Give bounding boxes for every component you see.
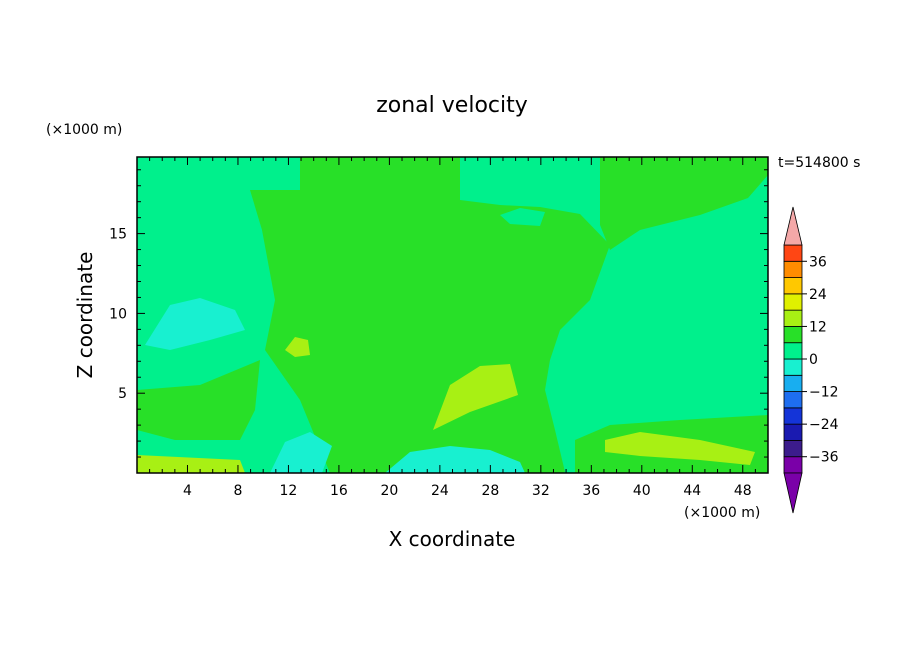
colorbar-swatch	[783, 456, 803, 474]
x-axis-label: X coordinate	[389, 527, 516, 551]
x-unit-label: (×1000 m)	[684, 505, 760, 521]
colorbar-swatch	[783, 358, 803, 376]
colorbar-swatch	[783, 293, 803, 311]
x-tick-label: 24	[431, 483, 449, 499]
colorbar-swatch	[783, 423, 803, 441]
x-tick-label: 44	[683, 483, 701, 499]
region-upper-right-green	[600, 157, 768, 250]
region-central-core	[250, 157, 610, 473]
y-tick-label: 10	[109, 306, 127, 322]
x-tick-label: 12	[280, 483, 298, 499]
colorbar-swatch	[783, 244, 803, 262]
region-upper-island	[500, 208, 545, 226]
colorbar-label: −12	[809, 385, 839, 401]
x-tick-label: 8	[233, 483, 242, 499]
x-tick-label: 36	[582, 483, 600, 499]
x-tick-label: 28	[481, 483, 499, 499]
colorbar-swatch	[783, 277, 803, 295]
colorbar-label: 24	[809, 287, 827, 303]
colorbar-swatch	[783, 407, 803, 425]
y-tick-label: 5	[118, 386, 127, 402]
x-tick-label: 20	[380, 483, 398, 499]
colorbar-low-arrow	[783, 472, 803, 514]
x-axis-ticks: 4 8 12 16 20 24 28 32 36 40 44 48	[149, 157, 756, 499]
colorbar-swatch	[783, 391, 803, 409]
y-unit-label: (×1000 m)	[46, 122, 122, 138]
y-tick-label: 15	[109, 227, 127, 243]
region-negative-lobe-13km	[270, 432, 332, 473]
contour-field	[137, 157, 768, 473]
x-tick-label: 32	[532, 483, 550, 499]
colorbar-label: −36	[809, 450, 839, 466]
region-negative-lobe-4km	[145, 298, 245, 350]
x-tick-label: 40	[633, 483, 651, 499]
y-axis-ticks: 5 10 15	[109, 169, 768, 458]
time-label: t=514800 s	[778, 155, 860, 171]
colorbar-swatch	[783, 342, 803, 360]
colorbar-swatch	[783, 374, 803, 392]
colorbar-swatch	[783, 440, 803, 458]
x-tick-label: 16	[330, 483, 348, 499]
y-axis-label: Z coordinate	[73, 252, 97, 379]
colorbar-high-arrow	[783, 206, 803, 246]
region-lower-left-green	[137, 360, 260, 440]
colorbar: 36 24 12 0 −12 −24 −36	[783, 206, 839, 514]
region-bottom-left-positive	[137, 455, 245, 473]
region-positive-band-42km	[605, 432, 755, 465]
colorbar-label: −24	[809, 417, 839, 433]
chart-title: zonal velocity	[376, 93, 528, 118]
colorbar-swatch	[783, 309, 803, 327]
colorbar-swatch	[783, 260, 803, 278]
colorbar-label: 0	[809, 352, 818, 368]
region-positive-lobe-28km	[433, 364, 518, 430]
region-small-positive-13km	[285, 337, 310, 357]
colorbar-label: 36	[809, 254, 827, 270]
colorbar-swatch	[783, 326, 803, 344]
x-tick-label: 4	[183, 483, 192, 499]
x-tick-label: 48	[734, 483, 752, 499]
colorbar-label: 12	[809, 319, 827, 335]
